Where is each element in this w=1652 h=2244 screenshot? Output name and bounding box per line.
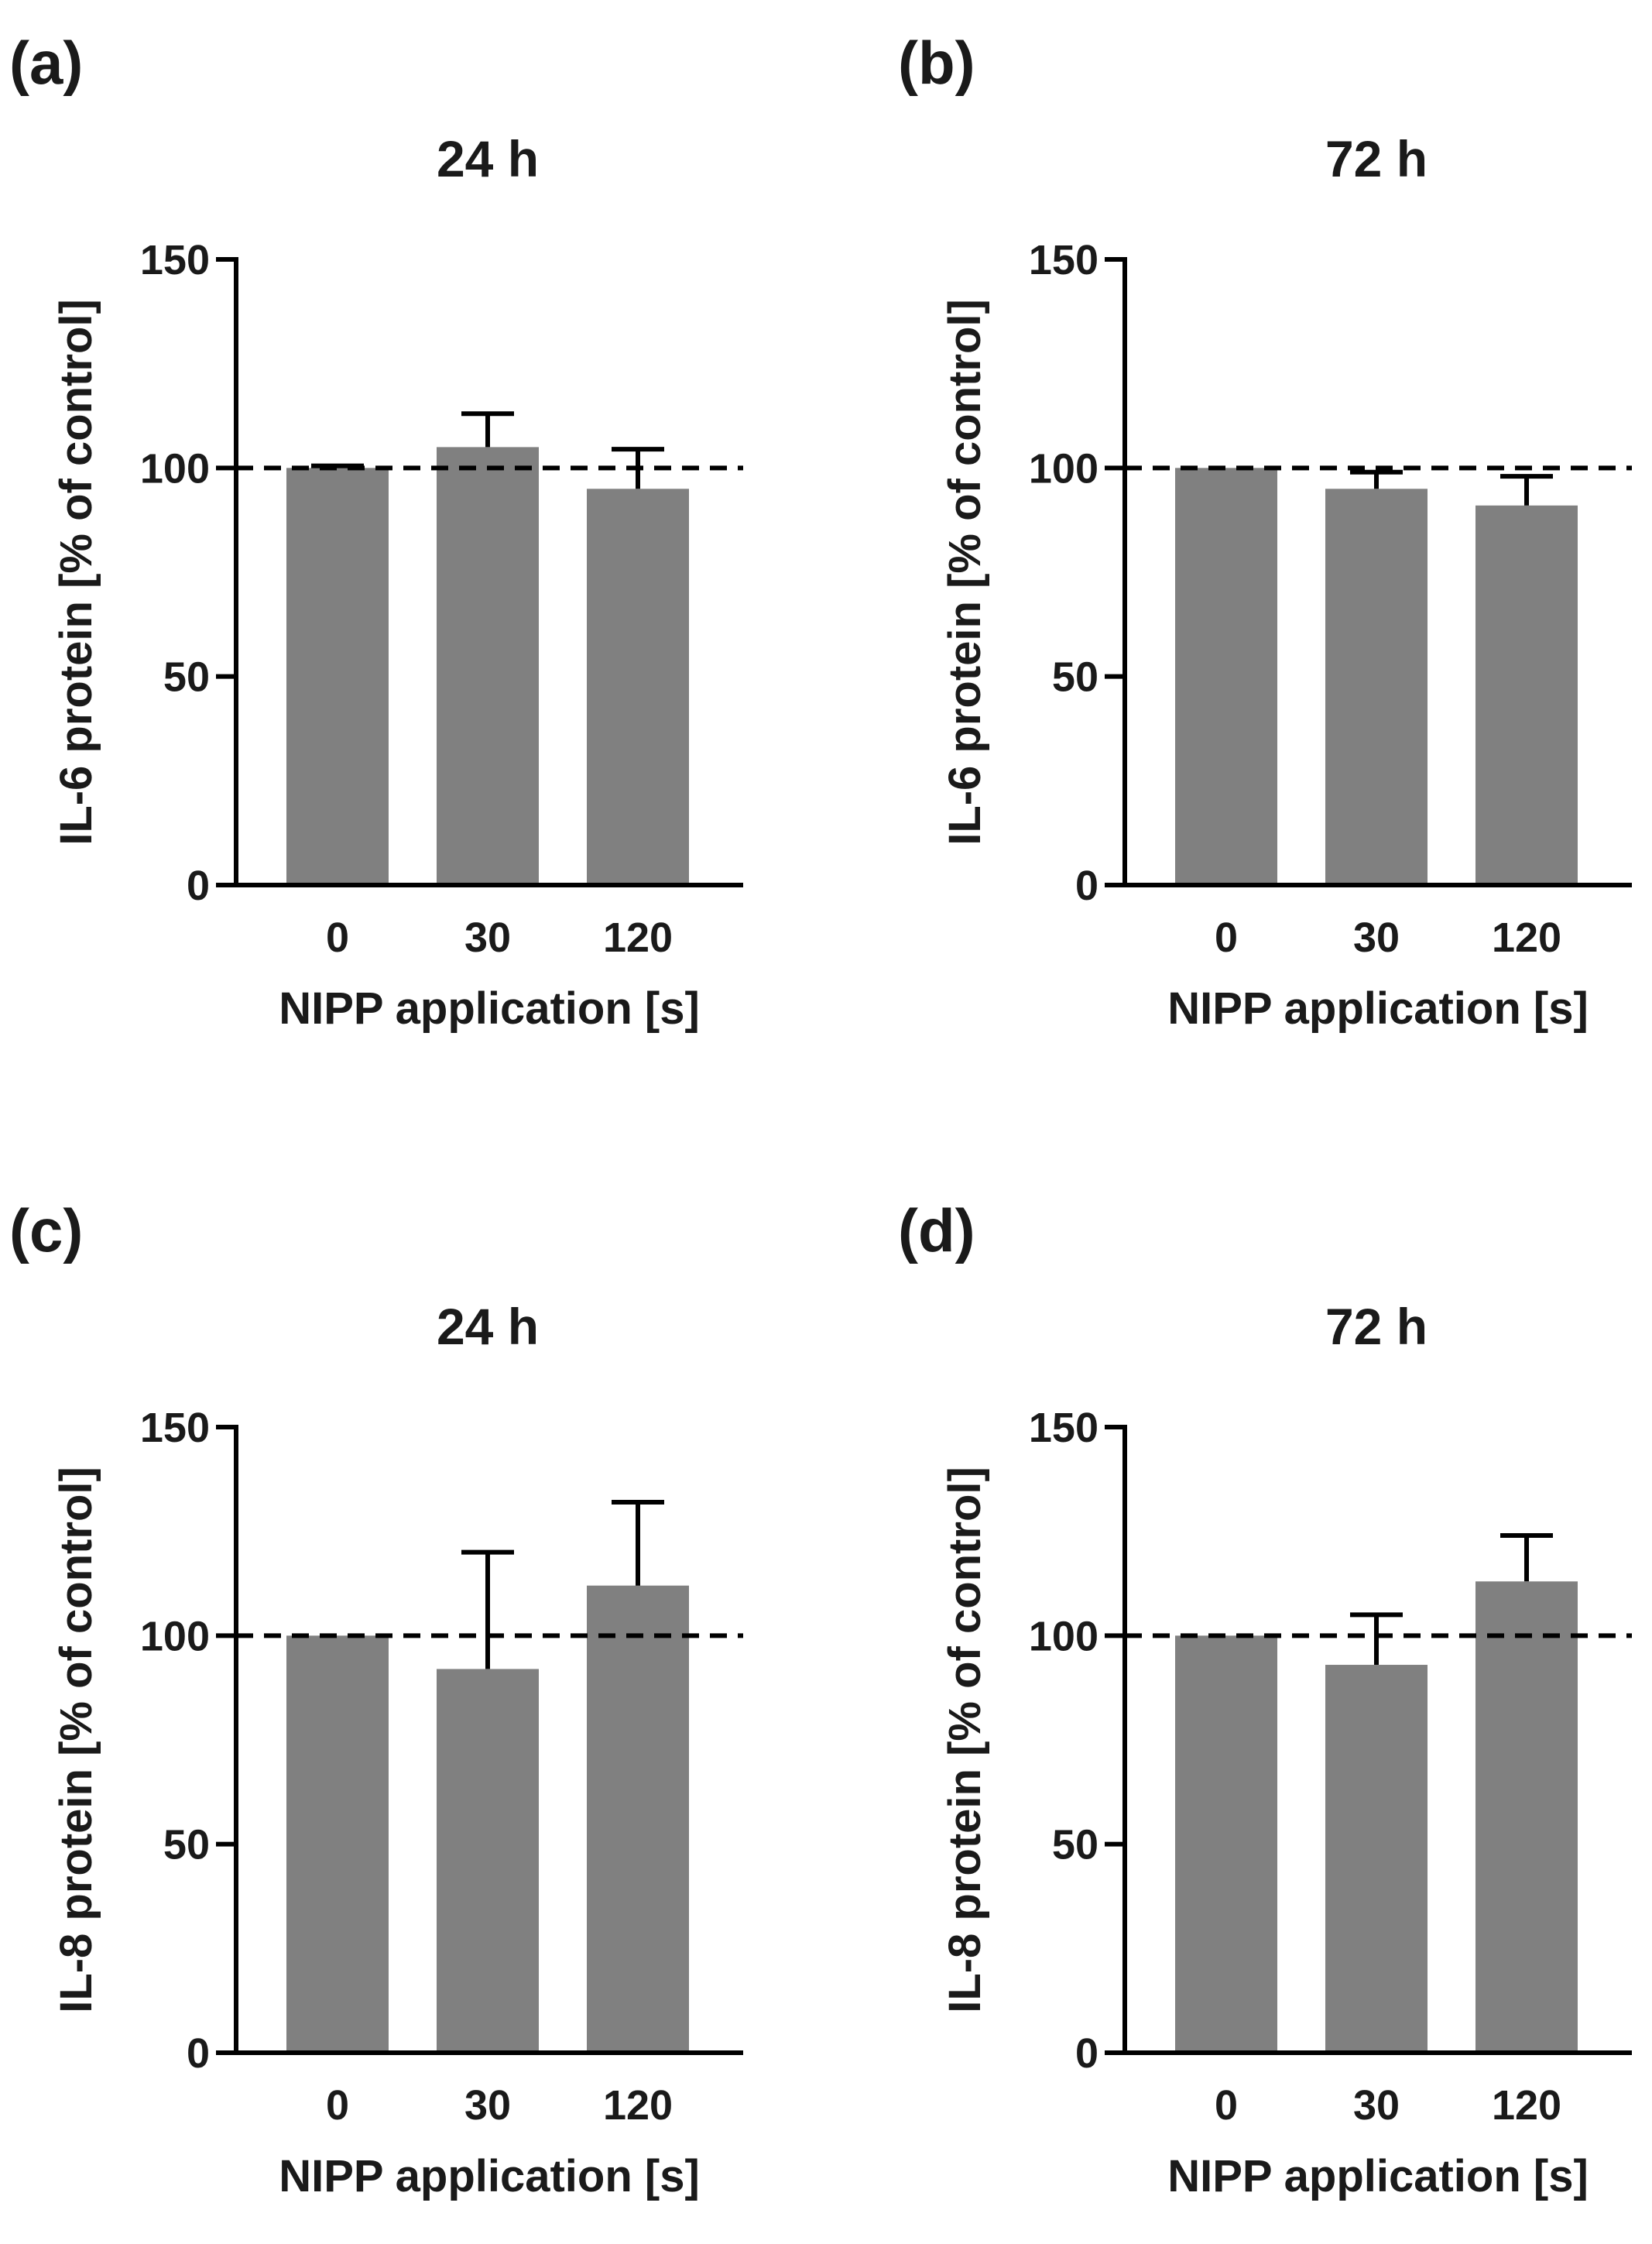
y-tick-label-100: 100 bbox=[140, 445, 210, 492]
bar-120 bbox=[587, 1585, 689, 2053]
bar-30 bbox=[1325, 1665, 1428, 2053]
chart-title: 72 h bbox=[1325, 1298, 1428, 1355]
chart-title: 24 h bbox=[437, 130, 539, 187]
chart-panel-2: (c) 24 h 0 30 120 0 50 100 150 NIPP application [… bbox=[9, 1196, 743, 2201]
y-tick-label-0: 0 bbox=[187, 863, 210, 909]
x-tick-label-30: 30 bbox=[464, 914, 511, 961]
chart-panel-1: (b) 72 h 0 30 120 0 50 100 150 NIPP application [… bbox=[898, 29, 1632, 1034]
y-axis-label: IL-8 protein [% of control] bbox=[940, 1467, 990, 2013]
bar-0 bbox=[286, 468, 389, 885]
x-tick-label-120: 120 bbox=[603, 2082, 673, 2129]
panel-label: (a) bbox=[9, 29, 83, 97]
y-tick-label-50: 50 bbox=[1052, 1822, 1098, 1868]
y-tick-label-150: 150 bbox=[140, 1405, 210, 1451]
y-tick-label-150: 150 bbox=[1029, 237, 1098, 283]
panel-label: (b) bbox=[898, 29, 975, 97]
x-tick-label-120: 120 bbox=[1492, 2082, 1561, 2129]
x-axis-label: NIPP application [s] bbox=[1167, 2151, 1589, 2201]
panel-label: (d) bbox=[898, 1196, 975, 1264]
x-tick-label-0: 0 bbox=[1215, 914, 1238, 961]
chart-title: 72 h bbox=[1325, 130, 1428, 187]
bar-30 bbox=[1325, 489, 1428, 885]
y-tick-label-50: 50 bbox=[1052, 654, 1098, 701]
y-tick-label-0: 0 bbox=[1075, 2030, 1098, 2077]
x-axis-label: NIPP application [s] bbox=[279, 2151, 700, 2201]
y-tick-label-50: 50 bbox=[163, 654, 210, 701]
panel-label: (c) bbox=[9, 1196, 83, 1264]
bar-120 bbox=[1475, 505, 1578, 885]
x-axis-label: NIPP application [s] bbox=[279, 983, 700, 1034]
bar-30 bbox=[437, 447, 539, 885]
x-tick-label-120: 120 bbox=[603, 914, 673, 961]
chart-panel-0: (a) 24 h 0 30 120 0 50 100 150 NIPP application [… bbox=[9, 29, 743, 1034]
y-axis-label: IL-6 protein [% of control] bbox=[940, 299, 990, 846]
bar-0 bbox=[1175, 468, 1277, 885]
y-tick-label-50: 50 bbox=[163, 1822, 210, 1868]
x-tick-label-0: 0 bbox=[326, 2082, 349, 2129]
bar-120 bbox=[1475, 1581, 1578, 2053]
y-tick-label-100: 100 bbox=[1029, 1613, 1098, 1659]
x-tick-label-30: 30 bbox=[1353, 2082, 1400, 2129]
bar-120 bbox=[587, 489, 689, 885]
x-tick-label-0: 0 bbox=[326, 914, 349, 961]
x-tick-label-30: 30 bbox=[464, 2082, 511, 2129]
y-tick-label-100: 100 bbox=[1029, 445, 1098, 492]
bar-0 bbox=[286, 1635, 389, 2053]
bar-30 bbox=[437, 1669, 539, 2053]
y-tick-label-150: 150 bbox=[1029, 1405, 1098, 1451]
bar-0 bbox=[1175, 1635, 1277, 2053]
y-tick-label-150: 150 bbox=[140, 237, 210, 283]
x-tick-label-30: 30 bbox=[1353, 914, 1400, 961]
y-tick-label-0: 0 bbox=[1075, 863, 1098, 909]
x-tick-label-120: 120 bbox=[1492, 914, 1561, 961]
y-axis-label: IL-6 protein [% of control] bbox=[51, 299, 101, 846]
x-tick-label-0: 0 bbox=[1215, 2082, 1238, 2129]
chart-title: 24 h bbox=[437, 1298, 539, 1355]
chart-panel-3: (d) 72 h 0 30 120 0 50 100 150 NIPP application [… bbox=[898, 1196, 1632, 2201]
y-tick-label-0: 0 bbox=[187, 2030, 210, 2077]
y-axis-label: IL-8 protein [% of control] bbox=[51, 1467, 101, 2013]
x-axis-label: NIPP application [s] bbox=[1167, 983, 1589, 1034]
y-tick-label-100: 100 bbox=[140, 1613, 210, 1659]
